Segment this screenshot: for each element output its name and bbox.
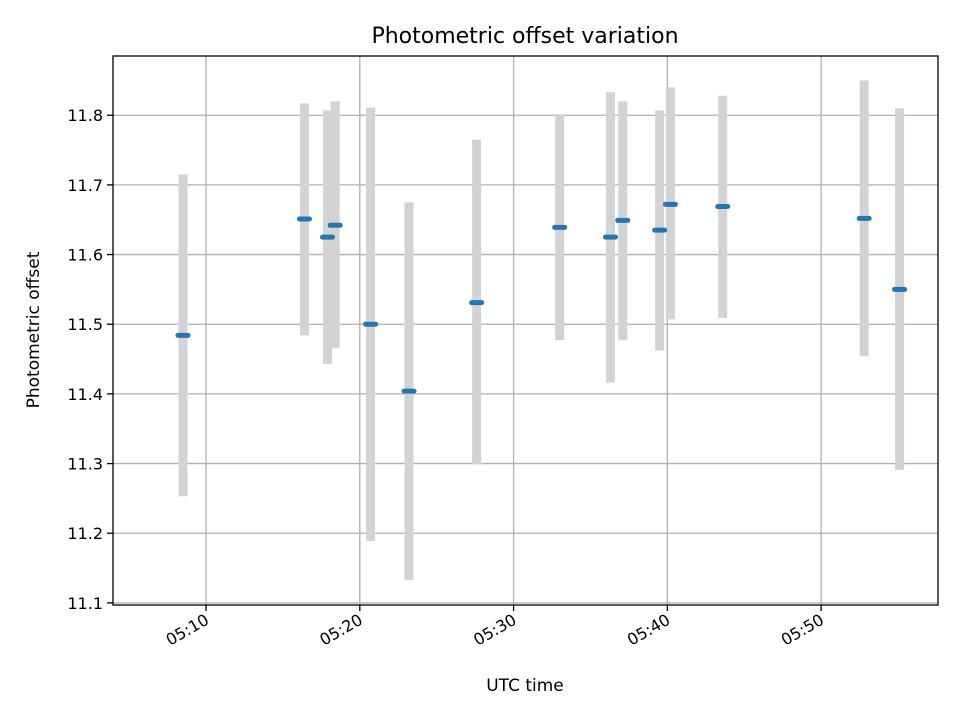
x-tick-label: 05:10	[163, 610, 212, 650]
y-tick-label: 11.5	[67, 315, 103, 334]
x-axis-ticks: 05:10 05:20 05:30 05:40 05:50	[163, 605, 827, 650]
x-tick-label: 05:30	[470, 610, 519, 650]
chart-title: Photometric offset variation	[371, 24, 678, 49]
x-tick-label: 05:40	[624, 610, 673, 650]
y-tick-label: 11.1	[67, 594, 103, 613]
y-axis-label: Photometric offset	[24, 251, 44, 408]
grid-lines	[113, 56, 938, 605]
plot-frame	[112, 55, 939, 606]
x-axis-label: UTC time	[486, 676, 564, 696]
y-tick-label: 11.8	[67, 106, 103, 125]
error-bars	[178, 80, 905, 580]
y-tick-label: 11.6	[67, 246, 103, 265]
y-tick-label: 11.4	[67, 385, 103, 404]
x-tick-label: 05:20	[316, 610, 365, 650]
y-axis-ticks: 11.1 11.2 11.3 11.4 11.5 11.6 11.7 11.8	[67, 106, 113, 613]
x-tick-label: 05:50	[778, 610, 827, 650]
y-tick-label: 11.7	[67, 176, 103, 195]
y-tick-label: 11.2	[67, 524, 103, 543]
y-tick-label: 11.3	[67, 455, 103, 474]
data-points	[175, 201, 908, 394]
